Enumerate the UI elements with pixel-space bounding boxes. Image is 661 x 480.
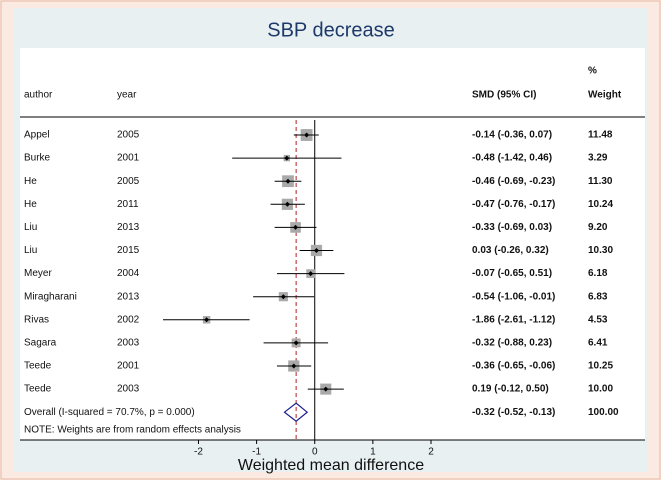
weight-label: 6.18 [588,268,608,279]
weight-label: 10.00 [588,384,613,395]
ci-label: 0.19 (-0.12, 0.50) [472,384,549,395]
year: 2005 [117,130,140,141]
point-estimate [204,317,210,323]
point-estimate [291,363,297,369]
point-estimate [323,386,329,392]
author: Miragharani [24,291,77,302]
point-estimate [285,178,291,184]
author: He [24,199,37,210]
ci-label: -0.32 (-0.88, 0.23) [472,338,552,349]
year: 2015 [117,245,140,256]
weight-label: 3.29 [588,153,608,164]
header: % [588,66,597,77]
chart-title: SBP decrease [267,19,395,41]
x-tick-label: -1 [252,447,261,458]
year: 2004 [117,268,140,279]
header: year [117,90,137,101]
year: 2005 [117,176,140,187]
weight-label: 10.25 [588,361,613,372]
ci-label: -0.32 (-0.52, -0.13) [472,407,555,418]
ci-label: -0.47 (-0.76, -0.17) [472,199,555,210]
ci-label: 0.03 (-0.26, 0.32) [472,245,549,256]
header: SMD (95% CI) [472,90,536,101]
weight-label: 10.24 [588,199,613,210]
plot-area [20,48,645,440]
year: 2003 [117,338,140,349]
weight-label: 11.30 [588,176,613,187]
year: 2001 [117,153,140,164]
point-estimate [313,248,319,253]
year: 2003 [117,384,140,395]
ci-label: -0.33 (-0.69, 0.03) [472,222,552,233]
ci-label: -0.14 (-0.36, 0.07) [472,130,552,141]
header: Weight [588,90,622,101]
weight-label: 6.41 [588,338,608,349]
year: 2001 [117,361,140,372]
ci-label: -0.36 (-0.65, -0.06) [472,361,555,372]
point-estimate [284,155,290,161]
year: 2011 [117,199,139,210]
point-estimate [284,201,290,207]
x-tick-label: -2 [194,447,203,458]
author: Teede [24,361,52,372]
ci-label: -0.48 (-1.42, 0.46) [472,153,552,164]
weight-label: 10.30 [588,245,613,256]
point-estimate [280,294,286,300]
author: Sagara [24,338,57,349]
x-tick-label: 2 [428,447,434,458]
author: Meyer [24,268,52,279]
author: Burke [24,153,51,164]
x-axis-label: Weighted mean difference [238,457,424,474]
ci-label: -1.86 (-2.61, -1.12) [472,314,555,325]
author: Rivas [24,314,49,325]
author: Liu [24,245,37,256]
ci-label: -0.07 (-0.65, 0.51) [472,268,552,279]
year: 2013 [117,291,140,302]
overall-label: Overall (I-squared = 70.7%, p = 0.000) [24,407,195,418]
weight-label: 6.83 [588,291,608,302]
point-estimate [293,224,299,230]
year: 2013 [117,222,140,233]
header: author [24,90,53,101]
author: He [24,176,37,187]
point-estimate [304,132,310,138]
ci-label: -0.54 (-1.06, -0.01) [472,291,555,302]
x-tick-label: 1 [370,447,376,458]
point-estimate [308,271,314,277]
author: Liu [24,222,37,233]
weight-label: 9.20 [588,222,608,233]
author: Teede [24,384,52,395]
year: 2002 [117,314,140,325]
overall-diamond [283,402,309,422]
x-tick-label: 0 [312,447,318,458]
weight-label: 11.48 [588,130,613,141]
weight-label: 4.53 [588,314,608,325]
ci-label: -0.46 (-0.69, -0.23) [472,176,555,187]
point-estimate [293,340,299,346]
author: Appel [24,130,50,141]
weight-label: 100.00 [588,407,619,418]
note: NOTE: Weights are from random effects an… [24,425,241,436]
